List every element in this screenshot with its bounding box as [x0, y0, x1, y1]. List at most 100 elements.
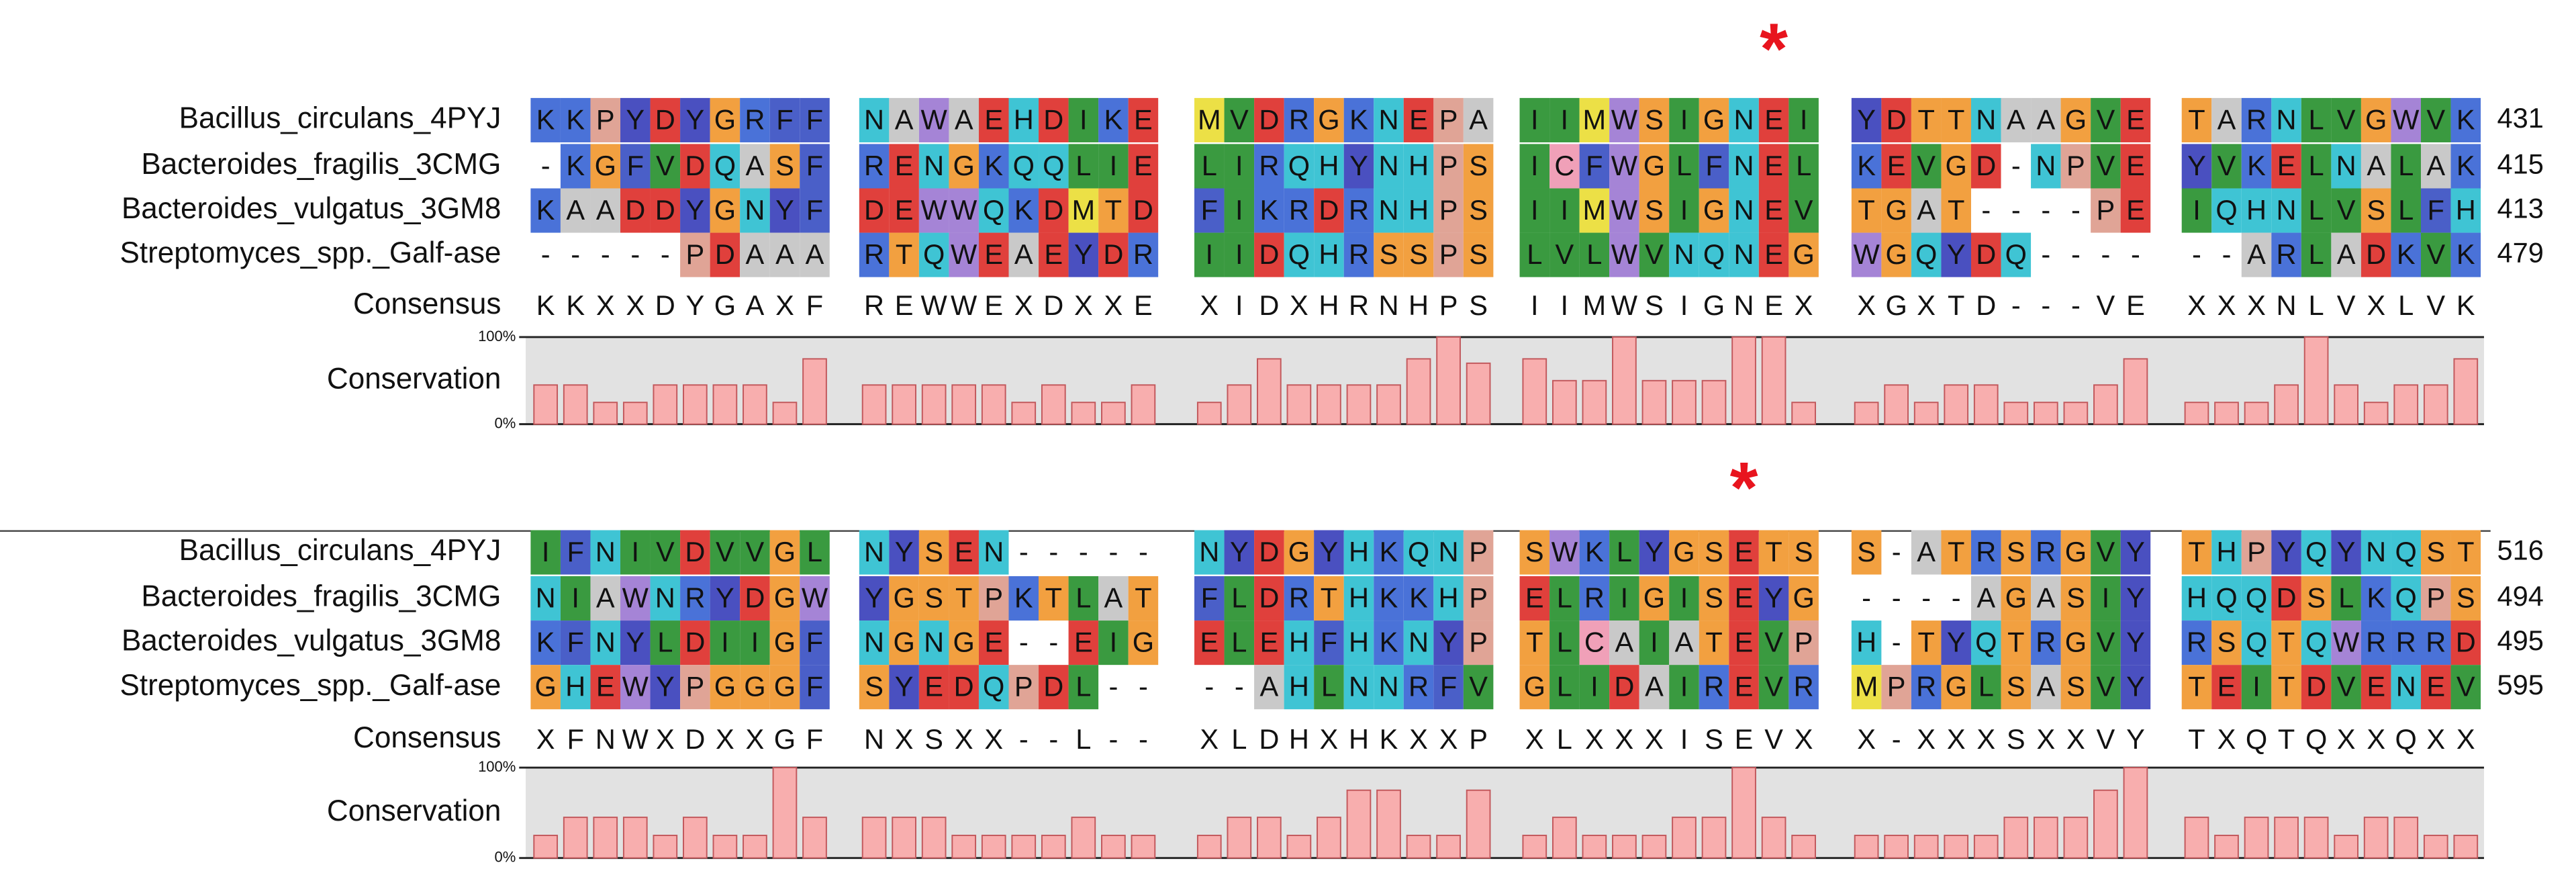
conservation-bar	[1552, 817, 1577, 859]
residue-cell	[769, 144, 800, 189]
residue-cell	[1194, 97, 1225, 142]
consensus-label: Consensus	[353, 287, 501, 320]
residue-cell	[1008, 144, 1039, 189]
residue-cell	[2450, 665, 2481, 710]
residue-cell	[1549, 621, 1580, 665]
conservation-bar	[1701, 817, 1727, 859]
residue-cell	[1758, 97, 1789, 142]
end-position: 495	[2497, 625, 2544, 656]
conservation-bar	[653, 384, 678, 425]
residue-cell	[2271, 232, 2301, 277]
residue-cell	[1788, 97, 1819, 142]
sequence-name: Bacteroides_vulgatus_3GM8	[122, 625, 501, 657]
residue-cell	[978, 576, 1009, 621]
residue-cell	[1343, 144, 1374, 189]
residue-cell	[740, 530, 770, 575]
conservation-bar	[2453, 835, 2479, 859]
residue-cell	[1314, 188, 1344, 233]
residue-cell	[560, 188, 591, 233]
residue-cell	[740, 665, 770, 710]
conservation-bar	[1884, 384, 1909, 425]
y-tick-label: 0%	[495, 414, 516, 431]
residue-cell	[2271, 188, 2301, 233]
residue-cell	[2211, 576, 2242, 621]
residue-cell	[590, 144, 621, 189]
residue-cell	[2360, 576, 2391, 621]
conservation-bar	[2244, 402, 2269, 425]
conservation-bar	[1944, 384, 1969, 425]
conservation-bar	[2334, 384, 2359, 425]
conservation-bar	[1761, 336, 1786, 425]
residue-cell	[769, 97, 800, 142]
residue-cell	[1729, 144, 1759, 189]
residue-cell	[1194, 144, 1225, 189]
end-position: 595	[2497, 669, 2544, 700]
residue-cell	[650, 576, 681, 621]
end-position: 415	[2497, 148, 2544, 179]
residue-cell	[1343, 232, 1374, 277]
residue-cell	[1609, 530, 1639, 575]
conservation-bar	[1011, 835, 1037, 859]
residue-cell	[2331, 576, 2361, 621]
residue-cell	[1403, 232, 1434, 277]
residue-cell	[1609, 97, 1639, 142]
conservation-bar	[1346, 384, 1372, 425]
sequence-name: Streptomyces_spp._Galf-ase	[120, 236, 502, 269]
residue-cell	[1758, 530, 1789, 575]
residue-cell	[2271, 576, 2301, 621]
residue-cell	[740, 188, 770, 233]
conservation-bar	[653, 835, 678, 859]
residue-cell	[710, 188, 741, 233]
conservation-bar	[1731, 767, 1756, 859]
conservation-bar	[622, 402, 648, 425]
residue-cell	[2211, 188, 2242, 233]
residue-cell	[1851, 665, 1882, 710]
residue-cell	[680, 232, 710, 277]
conservation-bar	[1854, 402, 1879, 425]
conservation-bar	[1761, 817, 1786, 859]
residue-cell	[2241, 97, 2272, 142]
conservation-bar	[2093, 384, 2118, 425]
residue-cell	[1224, 188, 1255, 233]
conservation-bar	[1376, 384, 1401, 425]
residue-cell	[1463, 232, 1494, 277]
residue-cell	[1403, 188, 1434, 233]
residue-cell	[680, 530, 710, 575]
residue-cell	[530, 665, 561, 710]
conservation-bar	[1913, 835, 1939, 859]
residue-cell	[2181, 621, 2212, 665]
conservation-bar	[1196, 835, 1222, 859]
residue-cell	[1068, 665, 1099, 710]
conservation-bar	[1041, 384, 1066, 425]
residue-cell	[1254, 144, 1284, 189]
residue-cell	[1403, 665, 1434, 710]
residue-cell	[1970, 232, 2001, 277]
residue-cell	[1433, 530, 1464, 575]
residue-cell	[2241, 144, 2272, 189]
residue-cell	[1314, 530, 1344, 575]
residue-cell	[2391, 665, 2421, 710]
residue-cell	[1519, 97, 1550, 142]
residue-cell	[1254, 576, 1284, 621]
residue-cell	[1463, 188, 1494, 233]
residue-cell	[2001, 97, 2032, 142]
residue-cell	[2450, 530, 2481, 575]
conservation-label: Conservation	[327, 362, 501, 395]
conservation-bar	[1346, 789, 1372, 859]
conservation-bar	[2274, 384, 2299, 425]
conservation-bar	[622, 817, 648, 859]
residue-cell	[1224, 97, 1255, 142]
conservation-bar	[1376, 789, 1401, 859]
residue-cell	[1519, 232, 1550, 277]
residue-cell	[2391, 621, 2421, 665]
residue-cell	[949, 144, 979, 189]
residue-cell	[2091, 188, 2121, 233]
conserved-marker: *	[1730, 447, 1758, 528]
conservation-bar	[1913, 402, 1939, 425]
conservation-bar	[683, 384, 708, 425]
residue-cell	[2001, 576, 2032, 621]
residue-cell	[1463, 97, 1494, 142]
conservation-bar	[1466, 362, 1491, 425]
residue-cell	[1669, 188, 1699, 233]
conservation-bar	[743, 384, 767, 425]
